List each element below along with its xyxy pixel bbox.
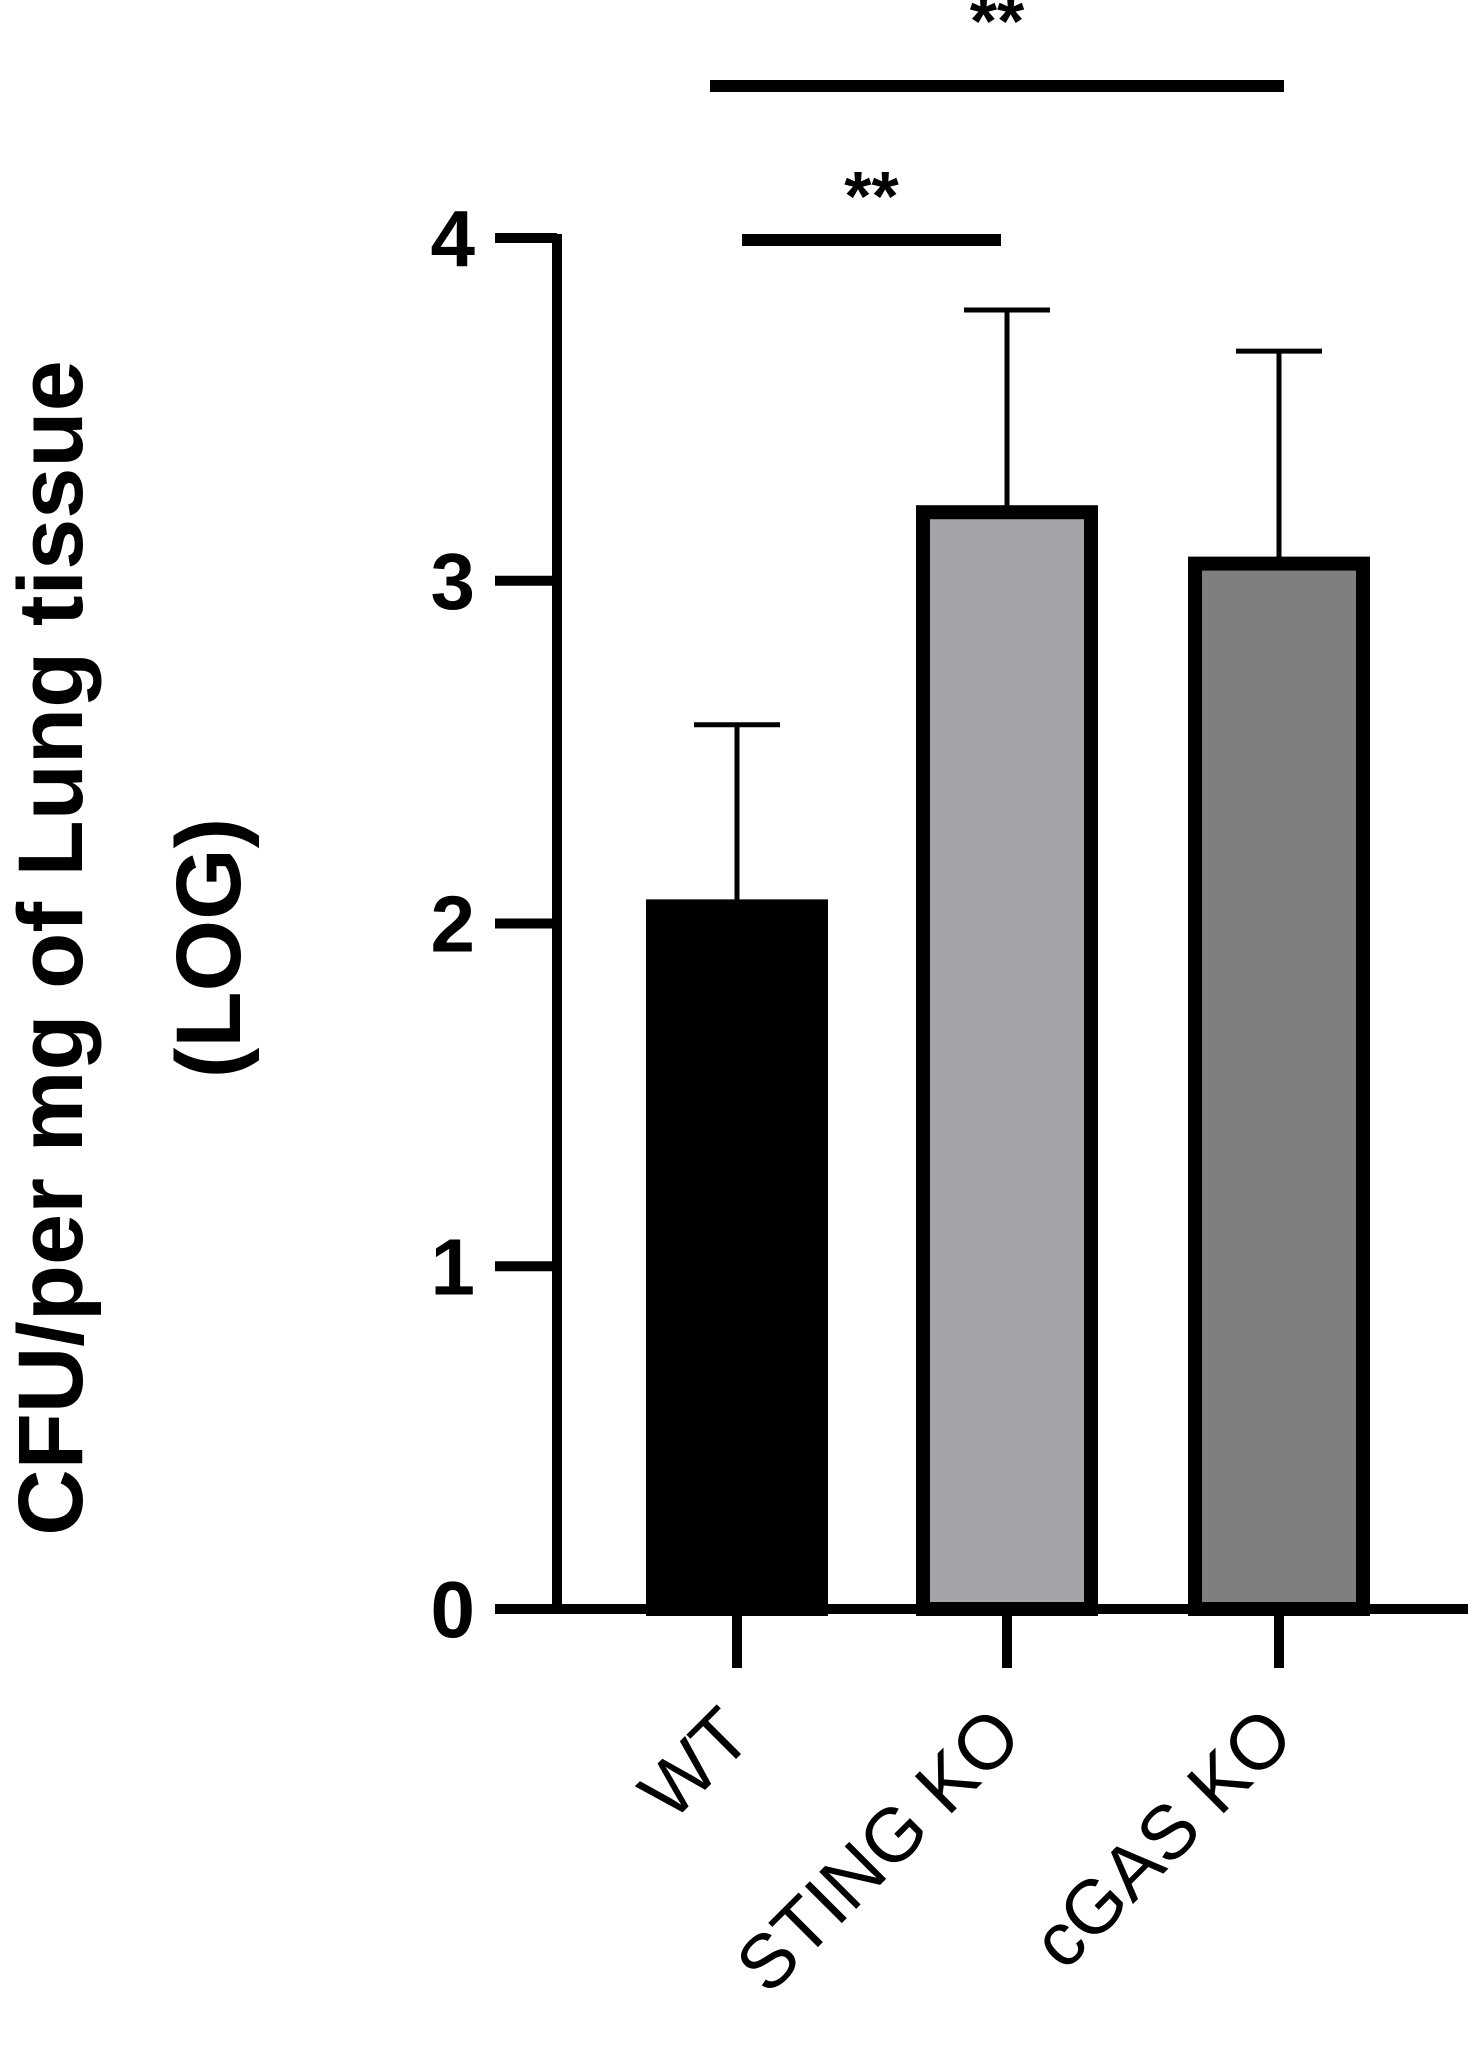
y-axis-title-line-1: CFU/per mg of Lung tissue (0, 360, 102, 1536)
x-tick-label-0: WT (623, 1692, 767, 1836)
bar-0 (646, 899, 828, 1616)
y-tick-label-4: 4 (431, 194, 476, 283)
x-tick-label-1: STING KO (720, 1692, 1037, 2009)
y-tick-label-2: 2 (431, 880, 476, 969)
y-tick-label-0: 0 (431, 1565, 476, 1654)
y-tick-label-3: 3 (431, 537, 476, 626)
x-tick-label-2: cGAS KO (1016, 1692, 1309, 1985)
y-tick-label-1: 1 (431, 1222, 476, 1311)
bar-1 (916, 505, 1098, 1617)
y-axis-title-line-2: (LOG) (158, 818, 260, 1079)
significance-label-1: ** (970, 0, 1025, 60)
y-axis-title: CFU/per mg of Lung tissue (LOG) (0, 360, 260, 1536)
significance-label-0: ** (844, 157, 899, 235)
bar-2 (1188, 556, 1370, 1616)
